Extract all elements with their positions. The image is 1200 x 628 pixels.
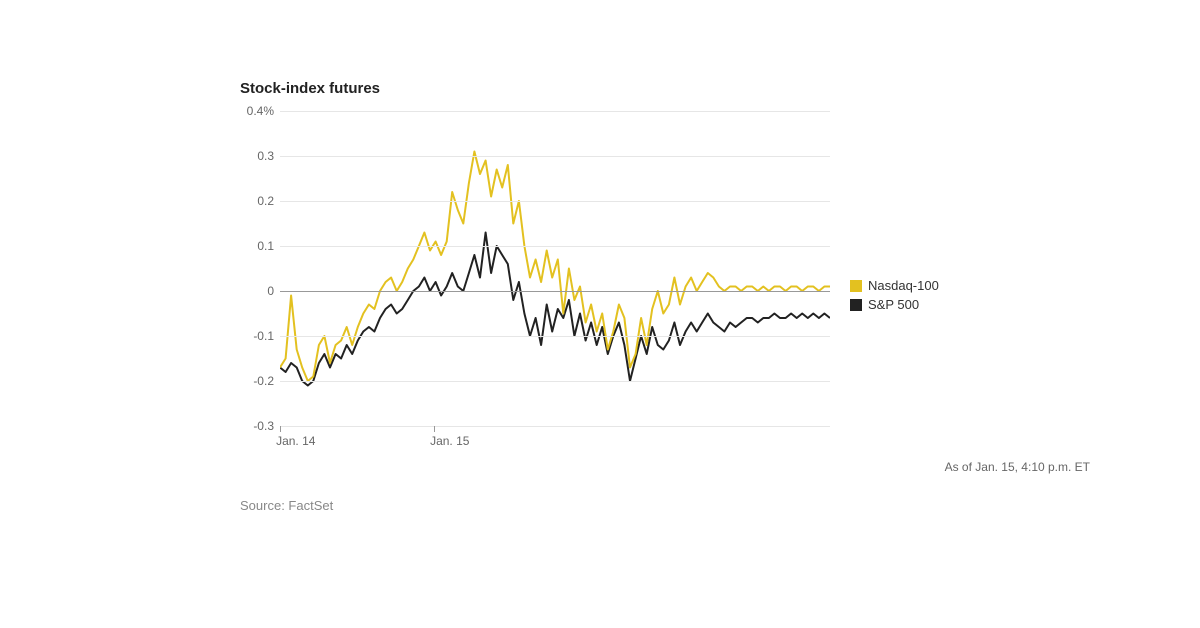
x-tick [434,426,435,432]
grid-line [280,156,830,157]
series-line-nasdaq-100 [280,152,830,382]
legend: Nasdaq-100 S&P 500 [850,278,939,316]
legend-swatch [850,280,862,292]
y-axis-label: -0.3 [253,419,274,433]
y-axis-label: 0.2 [257,194,274,208]
y-axis-label: 0.3 [257,149,274,163]
grid-line [280,336,830,337]
y-axis-label: 0.1 [257,239,274,253]
timestamp-label: As of Jan. 15, 4:10 p.m. ET [945,460,1090,474]
lines-svg [280,111,830,426]
stock-futures-chart: Stock-index futures 0.4%0.30.20.10-0.1-0… [240,80,960,513]
legend-item-sp500: S&P 500 [850,297,939,312]
zero-line [280,291,830,292]
y-axis-label: -0.1 [253,329,274,343]
legend-label: S&P 500 [868,297,919,312]
y-axis-label: 0.4% [247,104,274,118]
source-label: Source: FactSet [240,498,960,513]
x-tick [280,426,281,432]
y-axis-label: -0.2 [253,374,274,388]
x-axis: Jan. 14Jan. 15 [280,426,830,450]
grid-line [280,201,830,202]
grid-line [280,381,830,382]
legend-swatch [850,299,862,311]
y-axis-label: 0 [267,284,274,298]
grid-line [280,111,830,112]
legend-label: Nasdaq-100 [868,278,939,293]
x-axis-label: Jan. 15 [430,434,469,448]
grid-line [280,246,830,247]
plot-area: 0.4%0.30.20.10-0.1-0.2-0.3 [280,111,830,426]
x-axis-label: Jan. 14 [276,434,315,448]
series-line-s-p-500 [280,233,830,386]
chart-title: Stock-index futures [240,80,960,97]
legend-item-nasdaq: Nasdaq-100 [850,278,939,293]
